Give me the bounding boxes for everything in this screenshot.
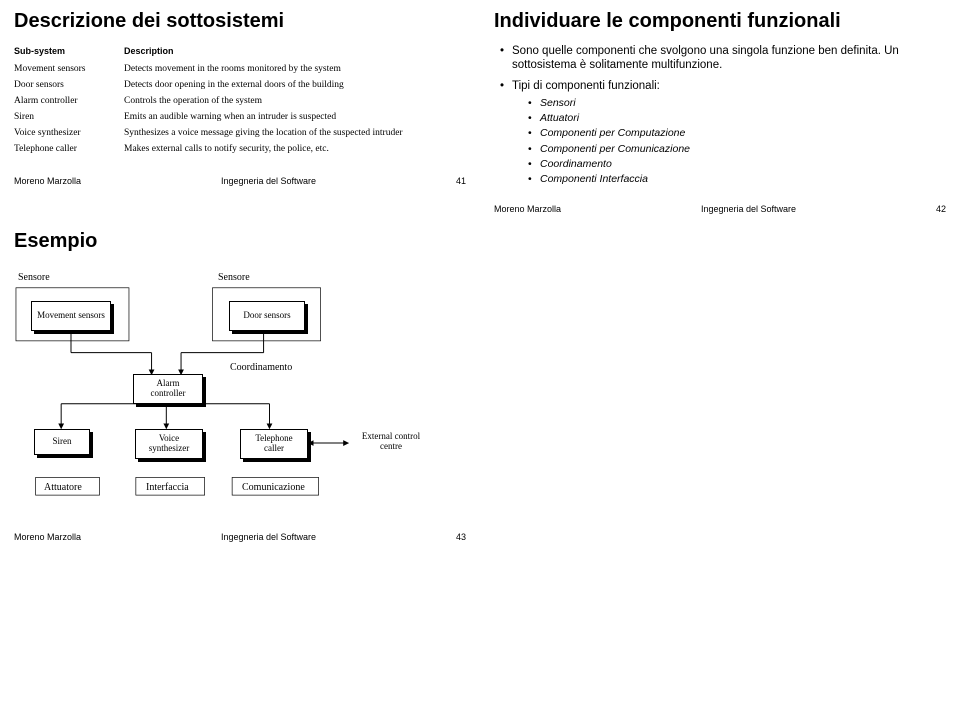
slide3-footer: Moreno Marzolla Ingegneria del Software … xyxy=(14,532,466,542)
slide2-bullets: Sono quelle componenti che svolgono una … xyxy=(494,44,946,186)
slide-esempio: Esempio xyxy=(0,220,480,548)
sub-bullet: Attuatori xyxy=(528,112,946,125)
slide1-footer: Moreno Marzolla Ingegneria del Software … xyxy=(14,176,466,186)
external-text: External control centre xyxy=(356,432,426,452)
footer-page: 42 xyxy=(936,204,946,214)
slide3-title: Esempio xyxy=(14,230,466,252)
sub-bullet: Componenti Interfaccia xyxy=(528,173,946,186)
cell-description: Controls the operation of the system xyxy=(124,94,466,110)
footer-course: Ingegneria del Software xyxy=(221,176,316,186)
table-row: Movement sensorsDetects movement in the … xyxy=(14,62,466,78)
box-telephone: Telephone caller xyxy=(240,429,308,459)
slide2-title: Individuare le componenti funzionali xyxy=(494,10,946,32)
footer-author: Moreno Marzolla xyxy=(494,204,561,214)
sub-bullet: Componenti per Comunicazione xyxy=(528,143,946,156)
subsystem-table: Sub-system Description Movement sensorsD… xyxy=(14,44,466,158)
cell-subsystem: Movement sensors xyxy=(14,62,124,78)
footer-page: 41 xyxy=(456,176,466,186)
cell-subsystem: Alarm controller xyxy=(14,94,124,110)
label-sensore2: Sensore xyxy=(218,272,250,283)
box-door: Door sensors xyxy=(229,301,305,331)
diagram: Sensore Sensore Coordinamento Attuatore … xyxy=(14,264,466,514)
box-siren: Siren xyxy=(34,429,90,455)
sub-bullet: Componenti per Computazione xyxy=(528,127,946,140)
footer-course: Ingegneria del Software xyxy=(701,204,796,214)
box-voice: Voice synthesizer xyxy=(135,429,203,459)
th-subsystem: Sub-system xyxy=(14,44,124,62)
slide-descrizione: Descrizione dei sottosistemi Sub-system … xyxy=(0,0,480,220)
cell-subsystem: Voice synthesizer xyxy=(14,126,124,142)
label-interfaccia: Interfaccia xyxy=(146,482,189,493)
bullet-2: Tipi di componenti funzionali: Sensori At… xyxy=(500,79,946,186)
bullet-2-text: Tipi di componenti funzionali: xyxy=(512,80,660,92)
footer-course: Ingegneria del Software xyxy=(221,532,316,542)
sub-bullet: Sensori xyxy=(528,97,946,110)
cell-description: Makes external calls to notify security,… xyxy=(124,142,466,158)
cell-description: Emits an audible warning when an intrude… xyxy=(124,110,466,126)
label-attuatore: Attuatore xyxy=(44,482,82,493)
slide2-footer: Moreno Marzolla Ingegneria del Software … xyxy=(494,204,946,214)
box-movement: Movement sensors xyxy=(31,301,111,331)
footer-page: 43 xyxy=(456,532,466,542)
footer-author: Moreno Marzolla xyxy=(14,176,81,186)
sub-bullet: Coordinamento xyxy=(528,158,946,171)
cell-subsystem: Telephone caller xyxy=(14,142,124,158)
cell-description: Detects movement in the rooms monitored … xyxy=(124,62,466,78)
slide1-title: Descrizione dei sottosistemi xyxy=(14,10,466,32)
th-description: Description xyxy=(124,44,466,62)
label-comunicazione: Comunicazione xyxy=(242,482,305,493)
cell-subsystem: Siren xyxy=(14,110,124,126)
cell-description: Detects door opening in the external doo… xyxy=(124,78,466,94)
footer-author: Moreno Marzolla xyxy=(14,532,81,542)
box-alarm: Alarm controller xyxy=(133,374,203,404)
label-sensore1: Sensore xyxy=(18,272,50,283)
label-coordinamento: Coordinamento xyxy=(230,362,292,373)
cell-subsystem: Door sensors xyxy=(14,78,124,94)
slide-individuare: Individuare le componenti funzionali Son… xyxy=(480,0,960,220)
table-row: Voice synthesizerSynthesizes a voice mes… xyxy=(14,126,466,142)
table-row: Telephone callerMakes external calls to … xyxy=(14,142,466,158)
table-row: Door sensorsDetects door opening in the … xyxy=(14,78,466,94)
table-row: Alarm controllerControls the operation o… xyxy=(14,94,466,110)
cell-description: Synthesizes a voice message giving the l… xyxy=(124,126,466,142)
bullet-1: Sono quelle componenti che svolgono una … xyxy=(500,44,946,73)
table-row: SirenEmits an audible warning when an in… xyxy=(14,110,466,126)
